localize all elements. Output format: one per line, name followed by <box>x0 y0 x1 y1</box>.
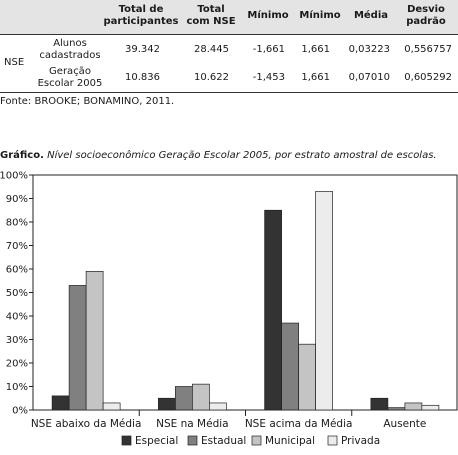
y-tick-label: 90% <box>6 194 28 205</box>
bar-chart: 0% 10% 20% 30% 40% 50% 60% 70% 80% 90% 100% NSE aba… <box>0 171 458 447</box>
bar <box>68 285 87 411</box>
graph-title-text: Nível socioeconômico Geração Escolar 200… <box>43 150 437 161</box>
x-category-label: Ausente <box>383 418 426 430</box>
x-category-label: NSE acima da Média <box>245 418 353 430</box>
table-header-band <box>0 0 458 34</box>
row-label: Geração Escolar 2005 <box>37 66 103 89</box>
header-rule <box>0 34 458 35</box>
bar <box>387 407 406 411</box>
bottom-rule <box>0 92 458 93</box>
graph-title: Gráfico. Nível socioeconômico Geração Es… <box>0 150 437 161</box>
y-tick-label: 20% <box>6 359 28 370</box>
table-cell: -1,661 <box>252 44 285 55</box>
bar <box>298 343 316 411</box>
y-tick-label: 60% <box>6 265 28 276</box>
row-label: Alunos cadastrados <box>39 38 101 61</box>
y-tick-label: 50% <box>6 288 28 299</box>
bar <box>264 209 282 411</box>
table-cell: 0,556757 <box>404 44 452 55</box>
y-tick-label: 0% <box>12 406 28 417</box>
bar <box>209 402 227 411</box>
legend-label: Privada <box>341 435 380 447</box>
legend-label: Estadual <box>201 435 246 447</box>
y-tick-label: 100% <box>0 171 28 182</box>
bar <box>102 402 121 411</box>
header-std-dev: Desvio padrão <box>406 4 446 27</box>
x-category-label: NSE abaixo da Média <box>31 418 142 430</box>
table-cell: 10.622 <box>194 72 229 83</box>
table-source: Fonte: BROOKE; BONAMINO, 2011. <box>0 96 175 107</box>
y-tick-label: 10% <box>6 382 28 393</box>
graph-title-prefix: Gráfico. <box>0 150 44 161</box>
bar <box>281 322 299 411</box>
table-cell: -1,453 <box>252 72 285 83</box>
header-min-2: Mínimo <box>299 10 341 21</box>
y-tick-label: 30% <box>6 335 28 346</box>
legend-label: Municipal <box>265 435 315 447</box>
bar <box>85 270 104 411</box>
legend-label: Especial <box>135 435 178 447</box>
table-cell: 39.342 <box>125 44 160 55</box>
table-cell: 1,661 <box>301 72 330 83</box>
header-total-nse: Total com NSE <box>186 4 236 27</box>
bar <box>175 386 193 411</box>
header-mean: Média <box>353 10 389 21</box>
bar <box>421 404 440 411</box>
table-cell: 28.445 <box>194 44 229 55</box>
table-cell: 10.836 <box>125 72 160 83</box>
legend-swatch <box>121 435 132 446</box>
table-cell: 0,03223 <box>348 44 390 55</box>
table-cell: 0,07010 <box>348 72 390 83</box>
bar <box>51 395 70 411</box>
y-tick-label: 80% <box>6 218 28 229</box>
y-tick-label: 40% <box>6 312 28 323</box>
header-total-participants: Total de participantes <box>103 4 179 27</box>
bar <box>315 191 333 411</box>
bar <box>370 397 389 411</box>
legend-swatch <box>251 435 262 446</box>
bar <box>158 397 176 411</box>
bar <box>404 402 423 411</box>
legend-swatch <box>187 435 198 446</box>
bar <box>192 383 210 411</box>
x-category-label: NSE na Média <box>156 418 228 430</box>
y-tick-label: 70% <box>6 241 28 252</box>
table-cell: 0,605292 <box>404 72 452 83</box>
table-cell: 1,661 <box>301 44 330 55</box>
legend-swatch <box>327 435 338 446</box>
header-min-1: Mínimo <box>247 10 289 21</box>
group-label: NSE <box>4 57 25 68</box>
